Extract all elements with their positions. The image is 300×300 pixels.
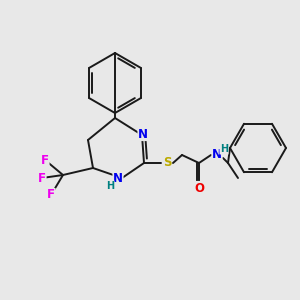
Text: H: H [106, 181, 114, 191]
Text: F: F [47, 188, 55, 202]
Text: F: F [41, 154, 49, 166]
Text: N: N [138, 128, 148, 140]
Text: N: N [113, 172, 123, 185]
Text: N: N [212, 148, 222, 161]
Text: H: H [220, 144, 228, 154]
Text: O: O [194, 182, 204, 194]
Text: F: F [38, 172, 46, 184]
Text: S: S [163, 157, 171, 169]
